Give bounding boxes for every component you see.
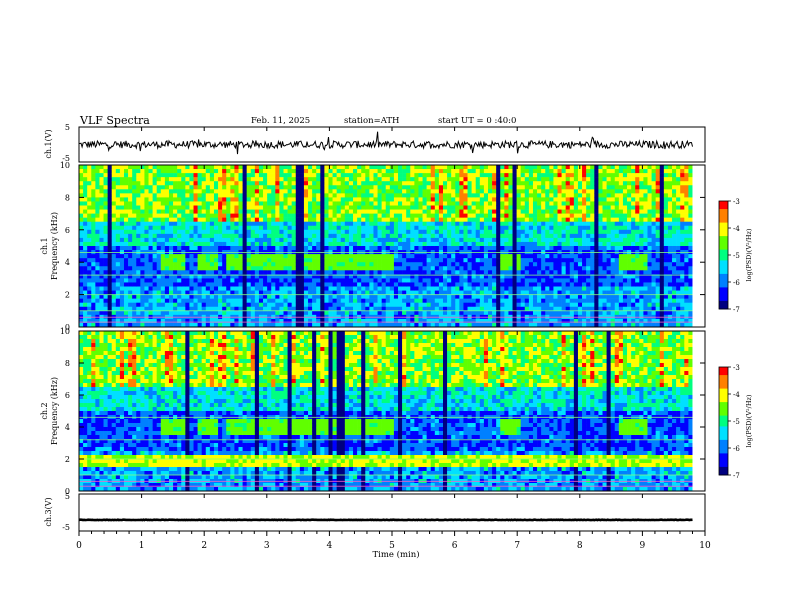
date-label: Feb. 11, 2025 — [251, 116, 310, 126]
ch1-spectrogram-ytick-label: 10 — [60, 161, 70, 170]
ch1-spectrogram-colorbar-label: log(PSD)(V²/Hz) — [745, 228, 753, 281]
ch2-spectrogram-colorbar-tick-label: -4 — [733, 391, 740, 399]
station-label: station=ATH — [344, 116, 399, 126]
ch2-spectrogram-ytick-label: 4 — [65, 423, 70, 432]
ch1-spectrogram-ytick-label: 8 — [65, 193, 70, 202]
ch2-spectrogram-colorbar-tick-label: -7 — [733, 472, 740, 480]
ch2-spectrogram-colorbar-tick-label: -6 — [733, 445, 740, 453]
time-axis-tick-label: 3 — [264, 541, 270, 551]
ch1-colorbar: -3 -4 -5 -6 -7 log(PSD)(V²/Hz) — [719, 198, 753, 314]
ch2-spectrogram-colorbar-label: log(PSD)(V²/Hz) — [745, 394, 753, 447]
time-axis-tick-label: 10 — [699, 541, 711, 551]
ch1-waveform-panel: 5 -5 ch.1(V) — [44, 123, 705, 163]
ch2-spectrogram-image — [79, 331, 705, 491]
ch3-waveform-ylabel: ch.3(V) — [44, 497, 53, 526]
ch3-waveform-frame — [79, 494, 705, 531]
time-axis-tick-label: 1 — [139, 541, 145, 551]
ch2-spectrogram-colorbar-tick-label: -3 — [733, 364, 740, 372]
ch1-spectrogram-ytick-label: 6 — [65, 226, 70, 235]
ch1-waveform-trace — [79, 132, 693, 154]
ch2-spectrogram-ytick-label: 2 — [65, 455, 70, 464]
ch2-spectrogram-ylabel-channel: ch.2 — [40, 402, 49, 419]
ch2-spectrogram-ylabel-frequency: Frequency (kHz) — [50, 377, 59, 445]
ch2-spectrogram-ytick-label: 10 — [60, 327, 70, 336]
time-axis-tick-label: 6 — [452, 541, 458, 551]
ch1-spectrogram-ylabel-channel: ch.1 — [40, 237, 49, 254]
time-axis-tick-label: 2 — [201, 541, 207, 551]
time-axis-label: Time (min) — [372, 549, 419, 560]
ch1-spectrogram-colorbar-tick-label: -4 — [733, 225, 740, 233]
ch1-waveform-ylabel: ch.1(V) — [44, 129, 53, 158]
ch1-spectrogram-colorbar-tick-label: -5 — [733, 252, 740, 260]
start-time-label: start UT = 0 :40:0 — [438, 116, 516, 126]
time-axis-tick-label: 8 — [577, 541, 583, 551]
ch2-spectrogram-ytick-label: 8 — [65, 359, 70, 368]
time-axis-tick-label: 9 — [640, 541, 646, 551]
ch1-spectrogram-colorbar-tick-label: -7 — [733, 306, 740, 314]
time-axis-tick-label: 7 — [514, 541, 520, 551]
figure-title: VLF Spectra — [79, 114, 150, 127]
ch1-waveform-ytick-top: 5 — [65, 123, 70, 132]
ch3-waveform-ytick-bottom: -5 — [62, 523, 70, 532]
ch1-spectrogram-image — [79, 165, 705, 327]
ch1-spectrogram-colorbar-tick-label: -3 — [733, 198, 740, 206]
time-axis-tick-label: 0 — [76, 541, 82, 551]
ch3-waveform-ytick-top: 5 — [65, 492, 70, 501]
time-axis-tick-label: 4 — [327, 541, 333, 551]
ch2-spectrogram-ytick-label: 6 — [65, 391, 70, 400]
ch1-spectrogram-colorbar-tick-label: -6 — [733, 279, 740, 287]
ch2-spectrogram-colorbar-tick-label: -5 — [733, 418, 740, 426]
ch1-spectrogram-ytick-label: 2 — [65, 291, 70, 300]
ch2-colorbar: -3 -4 -5 -6 -7 log(PSD)(V²/Hz) — [719, 364, 753, 480]
ch3-waveform-panel: 5 -5 ch.3(V) — [44, 492, 705, 532]
ch1-spectrogram-ylabel-frequency: Frequency (kHz) — [50, 212, 59, 280]
ch1-spectrogram-ytick-label: 4 — [65, 258, 70, 267]
ch1-waveform-line — [79, 132, 693, 154]
